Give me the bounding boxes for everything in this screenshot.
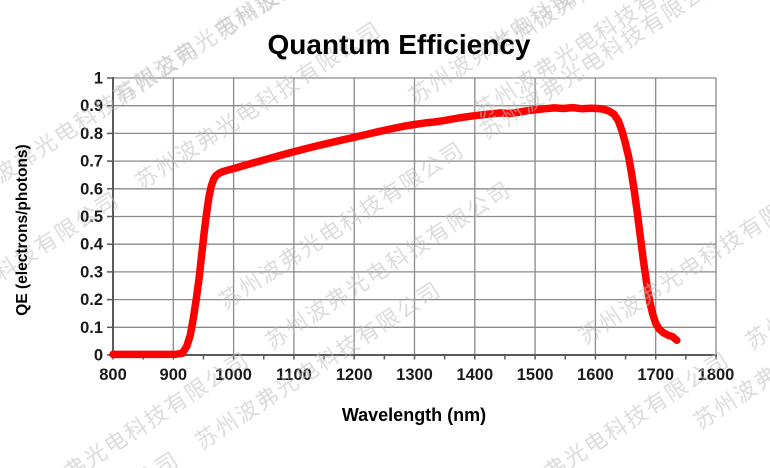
y-tick-label: 0 — [94, 347, 103, 365]
y-tick-label: 0.5 — [80, 208, 103, 226]
chart-title: Quantum Efficiency — [268, 29, 531, 60]
x-tick-label: 1300 — [396, 366, 433, 384]
y-tick-label: 0.7 — [80, 153, 103, 171]
y-tick-label: 0.6 — [80, 180, 103, 198]
qe-series-line — [109, 103, 681, 359]
x-tick-label: 1000 — [215, 366, 252, 384]
x-tick-label: 1200 — [336, 366, 373, 384]
x-tick-label: 1700 — [637, 366, 674, 384]
y-tick-label: 0.1 — [80, 319, 103, 337]
x-tick-label: 1400 — [456, 366, 493, 384]
y-axis-title: QE (electrons/photons) — [14, 144, 31, 315]
x-tick-label: 1600 — [577, 366, 614, 384]
y-tick-label: 0.4 — [80, 236, 104, 254]
x-tick-label: 800 — [99, 366, 127, 384]
y-tick-label: 0.8 — [80, 125, 103, 143]
tick-labels: 800 900 1000 1100 1200 1300 1400 1500 1600 1700 18… — [80, 70, 734, 385]
x-tick-label: 1800 — [698, 366, 735, 384]
y-tick-label: 0.9 — [80, 97, 103, 115]
qe-curve — [109, 103, 681, 359]
x-axis-title: Wavelength (nm) — [342, 405, 486, 425]
x-tick-label: 900 — [160, 366, 188, 384]
x-tick-label: 1500 — [517, 366, 554, 384]
y-tick-label: 0.2 — [80, 291, 103, 309]
y-tick-label: 1 — [94, 70, 103, 88]
x-tick-label: 1100 — [276, 366, 312, 384]
y-tick-label: 0.3 — [80, 263, 103, 281]
